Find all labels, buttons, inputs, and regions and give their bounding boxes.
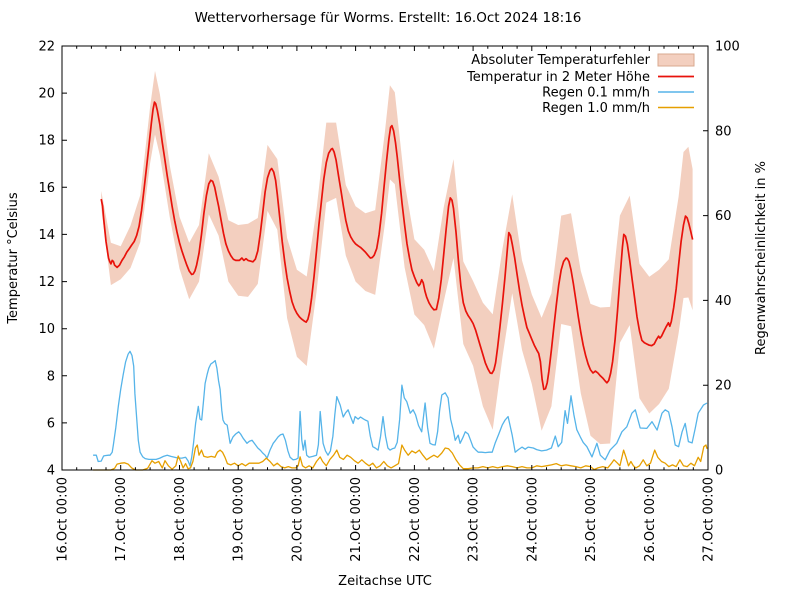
temperature-error-band [101,70,693,445]
legend-label: Regen 0.1 mm/h [542,86,650,101]
x-tick-label: 27.Oct 00:00 [702,477,717,562]
x-tick-label: 26.Oct 00:00 [643,477,658,562]
x-axis-tick-labels: 16.Oct 00:00 17.Oct 00:00 18.Oct 00:00 19.O… [56,477,717,562]
legend-label: Absoluter Temperaturfehler [471,53,650,68]
legend-item-rain-01: Regen 0.1 mm/h [542,86,694,101]
y-right-tick-label: 20 [715,379,732,394]
y-right-tick-label: 40 [715,294,732,309]
y-axis-right-label: Regenwahrscheinlichkeit in % [754,161,769,355]
y-left-tick-label: 18 [38,134,55,149]
x-tick-label: 25.Oct 00:00 [584,477,599,562]
x-tick-label: 17.Oct 00:00 [114,477,129,562]
x-tick-label: 23.Oct 00:00 [467,477,482,562]
legend-item-error-band: Absoluter Temperaturfehler [471,53,695,68]
y-left-tick-label: 4 [47,464,55,479]
y-left-tick-label: 14 [38,228,55,243]
legend-label: Regen 1.0 mm/h [542,101,650,116]
temperature-line [100,101,694,391]
y-right-tick-label: 100 [715,40,740,55]
y-axis-left-label: Temperatur °Celsius [6,192,21,325]
legend-label: Temperatur in 2 Meter Höhe [466,70,650,85]
y-left-tick-label: 20 [38,87,55,102]
y-right-tick-label: 60 [715,209,732,224]
y-right-tick-label: 0 [715,464,723,479]
legend-item-temperature: Temperatur in 2 Meter Höhe [466,70,694,85]
x-tick-label: 22.Oct 00:00 [408,477,423,562]
plot-frame [61,45,709,471]
x-tick-label: 20.Oct 00:00 [290,477,305,562]
rain-0.1mm-line [93,350,708,467]
legend-item-rain-10: Regen 1.0 mm/h [542,101,694,116]
y-left-tick-label: 16 [38,181,55,196]
x-tick-label: 19.Oct 00:00 [232,477,247,562]
y-left-tick-label: 8 [47,369,55,384]
x-tick-label: 21.Oct 00:00 [349,477,364,562]
rain-1.0mm-line [93,444,708,471]
x-tick-label: 16.Oct 00:00 [56,477,71,562]
y-left-tick-label: 10 [38,322,55,337]
x-tick-label: 24.Oct 00:00 [525,477,540,562]
plot-series [93,70,708,471]
y-right-tick-label: 80 [715,124,732,139]
error-band-swatch [657,53,695,67]
y-left-tick-label: 22 [38,40,55,55]
y-left-tick-label: 12 [38,275,55,290]
x-tick-label: 18.Oct 00:00 [173,477,188,562]
y-left-tick-label: 6 [47,416,55,431]
y-axis-right-tick-labels: 0 20 40 60 80 100 [715,40,740,479]
y-axis-left-tick-labels: 4 6 8 10 12 14 16 18 20 22 [38,40,55,479]
legend: Absoluter Temperaturfehler Temperatur in… [466,53,695,116]
x-axis-label: Zeitachse UTC [338,574,432,589]
chart-title: Wettervorhersage für Worms. Erstellt: 16… [195,10,582,26]
